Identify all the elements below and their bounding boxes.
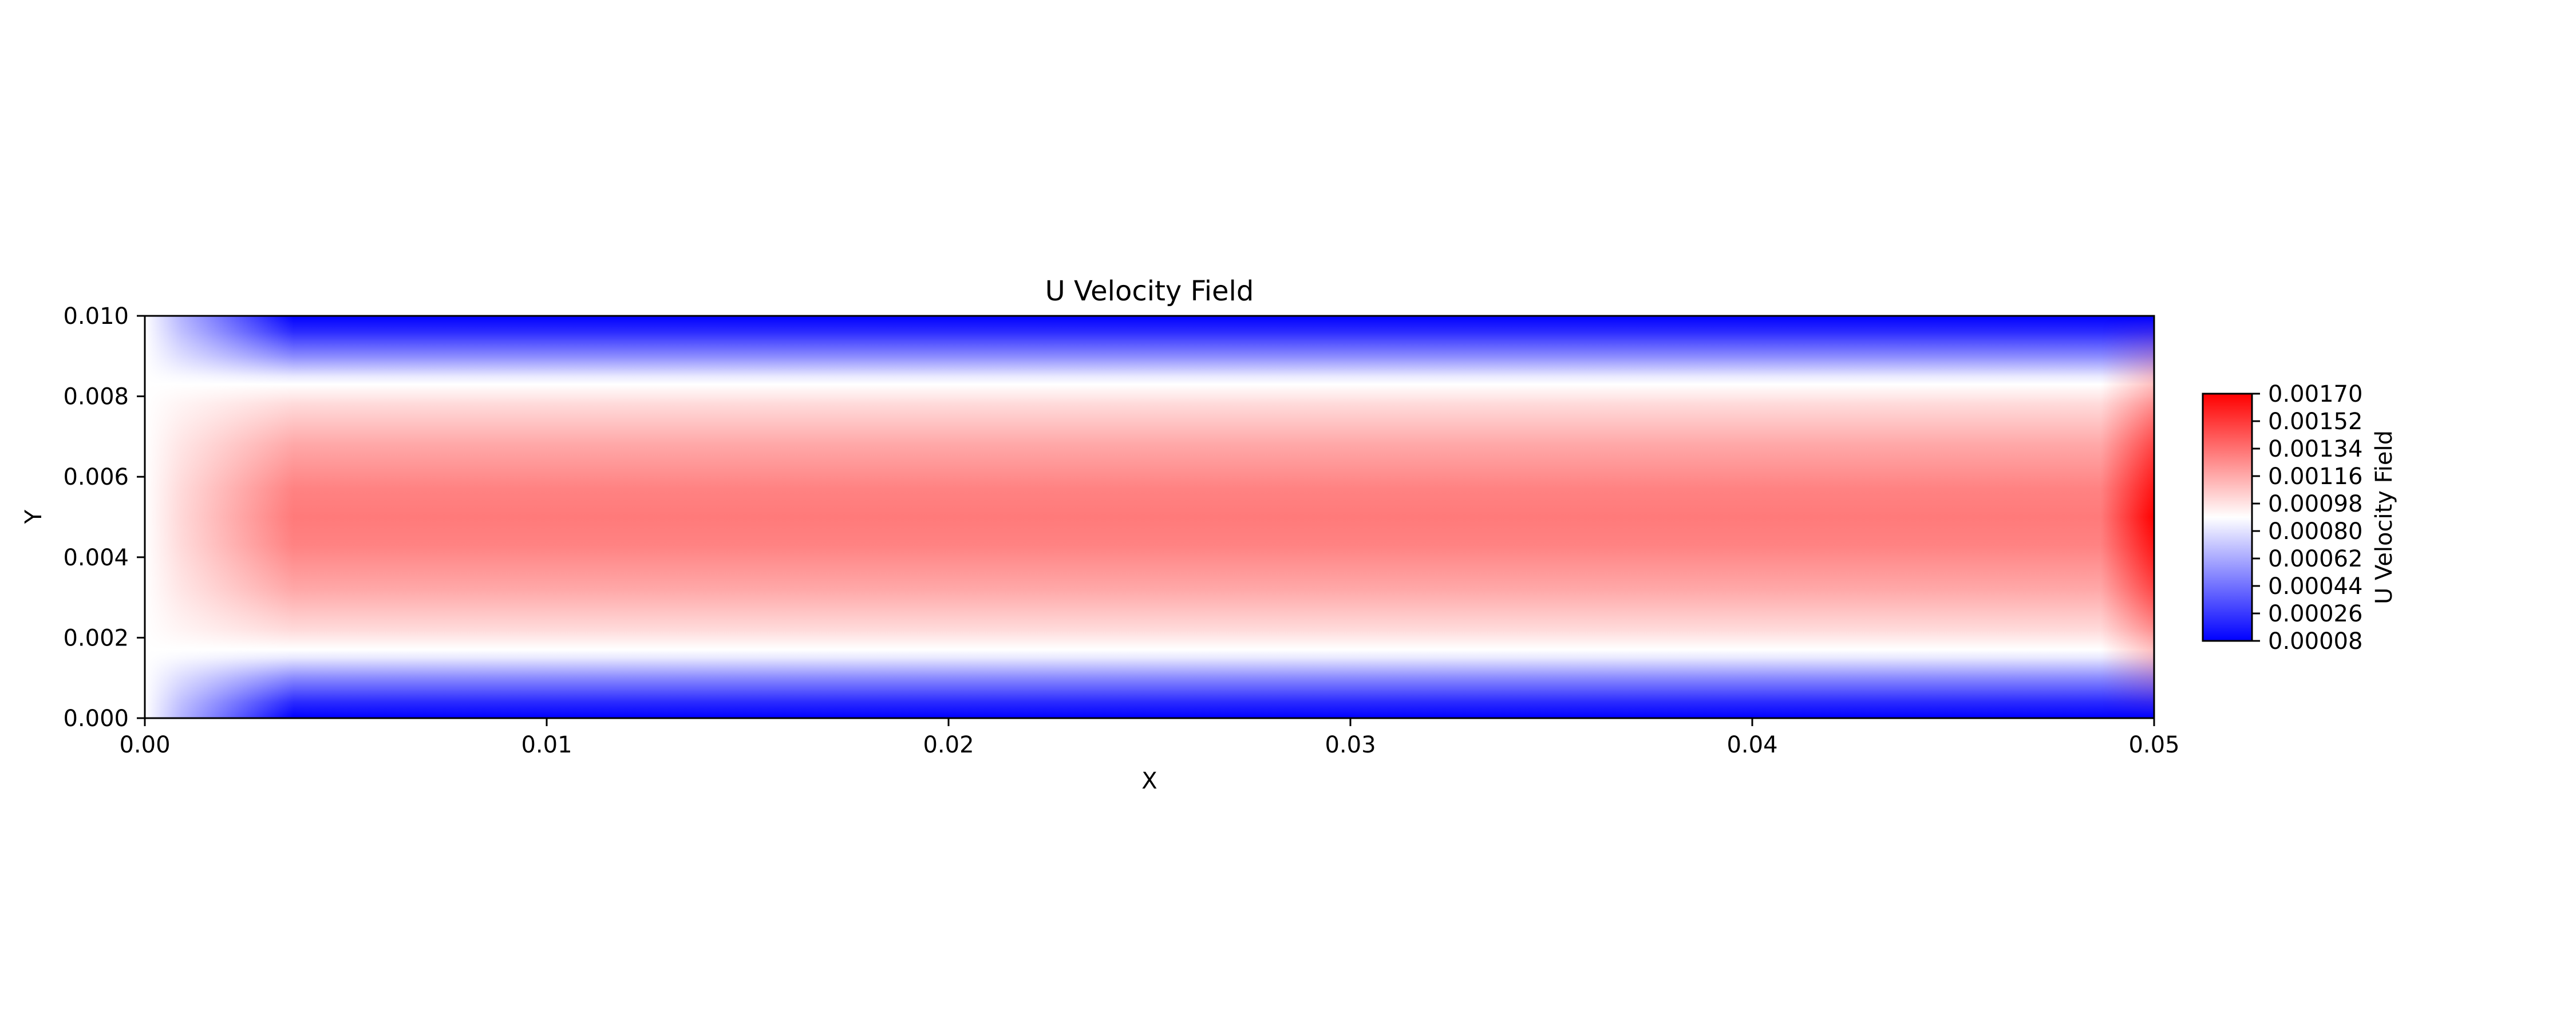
colorbar-tick-label: 0.00026: [2268, 601, 2362, 627]
colorbar-tick-label: 0.00008: [2268, 628, 2362, 655]
colorbar-tick-label: 0.00062: [2268, 546, 2362, 572]
x-axis-ticks: 0.00 0.01 0.02 0.03 0.04 0.05: [119, 718, 2180, 758]
y-axis-label: Y: [21, 509, 47, 524]
colorbar-ticks: 0.001700.001520.001340.001160.000980.000…: [2252, 381, 2362, 655]
colorbar-tick-label: 0.00134: [2268, 436, 2362, 462]
y-tick-label: 0.008: [63, 384, 129, 410]
x-tick-label: 0.02: [923, 732, 974, 758]
inlet-region: [145, 316, 294, 718]
heatmap-field: [145, 316, 2154, 718]
colorbar-gradient: [2203, 394, 2252, 641]
x-tick-label: 0.03: [1325, 732, 1376, 758]
x-tick-label: 0.05: [2128, 732, 2179, 758]
colorbar-tick-label: 0.00170: [2268, 381, 2362, 407]
x-tick-label: 0.00: [119, 732, 170, 758]
colorbar-tick-label: 0.00080: [2268, 518, 2362, 545]
x-tick-label: 0.01: [521, 732, 572, 758]
y-tick-label: 0.000: [63, 706, 129, 732]
plot-frame: [144, 315, 2155, 719]
y-axis-ticks: 0.000 0.002 0.004 0.006 0.008 0.010: [63, 303, 145, 732]
velocity-profile: [145, 316, 2154, 718]
colorbar-label: U Velocity Field: [2371, 430, 2397, 604]
colorbar-tick-label: 0.00044: [2268, 573, 2362, 600]
colorbar-tick-label: 0.00098: [2268, 491, 2362, 517]
chart-title: U Velocity Field: [1045, 275, 1254, 307]
y-tick-label: 0.006: [63, 464, 129, 490]
y-tick-label: 0.004: [63, 545, 129, 571]
colorbar-frame: [2202, 393, 2253, 642]
x-tick-label: 0.04: [1726, 732, 1777, 758]
outlet-peak-region: [2101, 316, 2154, 718]
colorbar: 0.001700.001520.001340.001160.000980.000…: [2202, 381, 2397, 655]
colorbar-tick-label: 0.00152: [2268, 409, 2362, 435]
y-tick-label: 0.002: [63, 625, 129, 651]
y-tick-label: 0.010: [63, 303, 129, 330]
x-axis-label: X: [1141, 768, 1157, 794]
colorbar-tick-label: 0.00116: [2268, 464, 2362, 490]
